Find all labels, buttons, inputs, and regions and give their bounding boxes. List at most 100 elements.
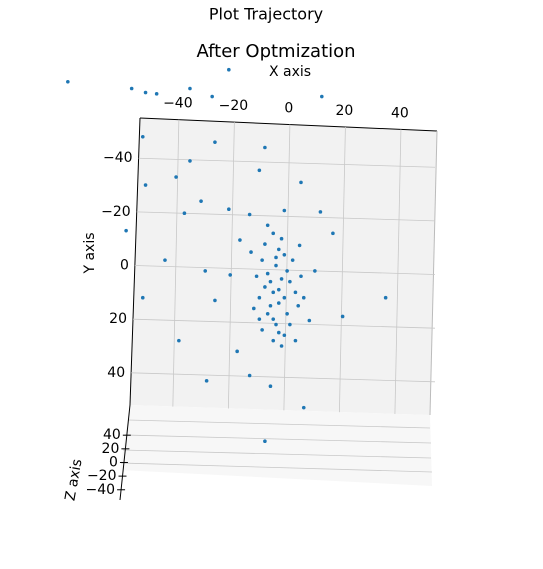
point [313, 269, 317, 273]
point [140, 295, 145, 300]
point [320, 94, 324, 99]
point [285, 312, 289, 316]
point [204, 379, 209, 383]
z-tick-label: −20 [87, 468, 117, 484]
chart-subtitle: After Optmization [196, 41, 355, 62]
point [299, 180, 303, 185]
point [383, 295, 388, 300]
floor-pane [120, 405, 432, 486]
grid-line [283, 124, 291, 411]
point [301, 295, 306, 300]
floor-line [127, 419, 431, 429]
point [279, 344, 284, 348]
z-tick-label: 20 [102, 441, 120, 457]
point [260, 328, 264, 332]
point [265, 312, 270, 316]
point [203, 269, 208, 273]
y-axis-label: Y axis [82, 232, 98, 274]
point [331, 231, 335, 236]
point [276, 301, 281, 305]
point [188, 86, 192, 91]
point [263, 242, 267, 246]
y-axis-line [129, 117, 141, 406]
y-tick-label: 0 [120, 258, 129, 274]
point [247, 373, 252, 378]
point [265, 223, 270, 228]
point [235, 349, 239, 354]
point [66, 79, 70, 84]
x-tick-label: 40 [391, 105, 409, 121]
point [282, 333, 287, 338]
chart-title: Plot Trajectory [209, 5, 323, 24]
point [182, 211, 187, 216]
point [282, 208, 287, 213]
point [257, 168, 262, 173]
grid-line [172, 119, 180, 407]
point [263, 439, 267, 444]
grid-line [136, 211, 436, 222]
point [213, 140, 217, 144]
point [249, 250, 253, 254]
x-axis-label: X axis [269, 64, 311, 80]
back-pane [130, 118, 437, 415]
point [293, 290, 298, 295]
point [268, 303, 273, 308]
point [271, 231, 276, 236]
point [340, 314, 345, 319]
point [254, 274, 259, 279]
point [293, 338, 298, 343]
point [268, 384, 273, 389]
grid-line [131, 372, 436, 383]
floor-line [122, 449, 432, 459]
point [263, 285, 267, 289]
point [285, 269, 289, 273]
point [143, 90, 148, 95]
point [265, 271, 270, 276]
point [279, 236, 284, 241]
point [299, 274, 303, 279]
point [199, 199, 203, 203]
point [276, 287, 281, 292]
point [296, 303, 301, 308]
point [213, 298, 217, 303]
grid-line [132, 318, 436, 329]
point [276, 330, 281, 335]
point [288, 279, 292, 284]
point [174, 175, 178, 179]
grid-line [227, 122, 235, 409]
x-axis-line [139, 117, 438, 132]
y-tick-label: −20 [101, 204, 131, 220]
point [274, 322, 278, 327]
point [274, 255, 278, 260]
point [129, 86, 134, 91]
point [238, 238, 242, 242]
x-tick-label: −40 [163, 96, 193, 112]
z-axis-label: Z axis [62, 458, 85, 502]
z-tick-label: 0 [109, 454, 118, 470]
y-tick-label: 40 [107, 365, 125, 381]
point [318, 210, 323, 214]
point [288, 322, 292, 327]
point [271, 338, 276, 343]
x-tick-label: −20 [219, 98, 249, 114]
point [247, 212, 252, 217]
point [227, 67, 231, 72]
point [177, 338, 181, 343]
x-tick-label: 20 [335, 103, 353, 119]
point [271, 290, 276, 295]
point [140, 134, 145, 139]
point [257, 317, 262, 321]
point [188, 159, 192, 163]
grid-line [134, 265, 436, 275]
point [276, 247, 281, 252]
point [227, 207, 231, 211]
point [274, 263, 278, 268]
z-tick-label: −40 [86, 482, 116, 498]
z-tick-label: 40 [103, 427, 121, 443]
point [282, 295, 287, 300]
point [263, 145, 267, 150]
pane-edge [429, 130, 438, 416]
z-axis-line [119, 404, 131, 501]
point [282, 252, 287, 257]
